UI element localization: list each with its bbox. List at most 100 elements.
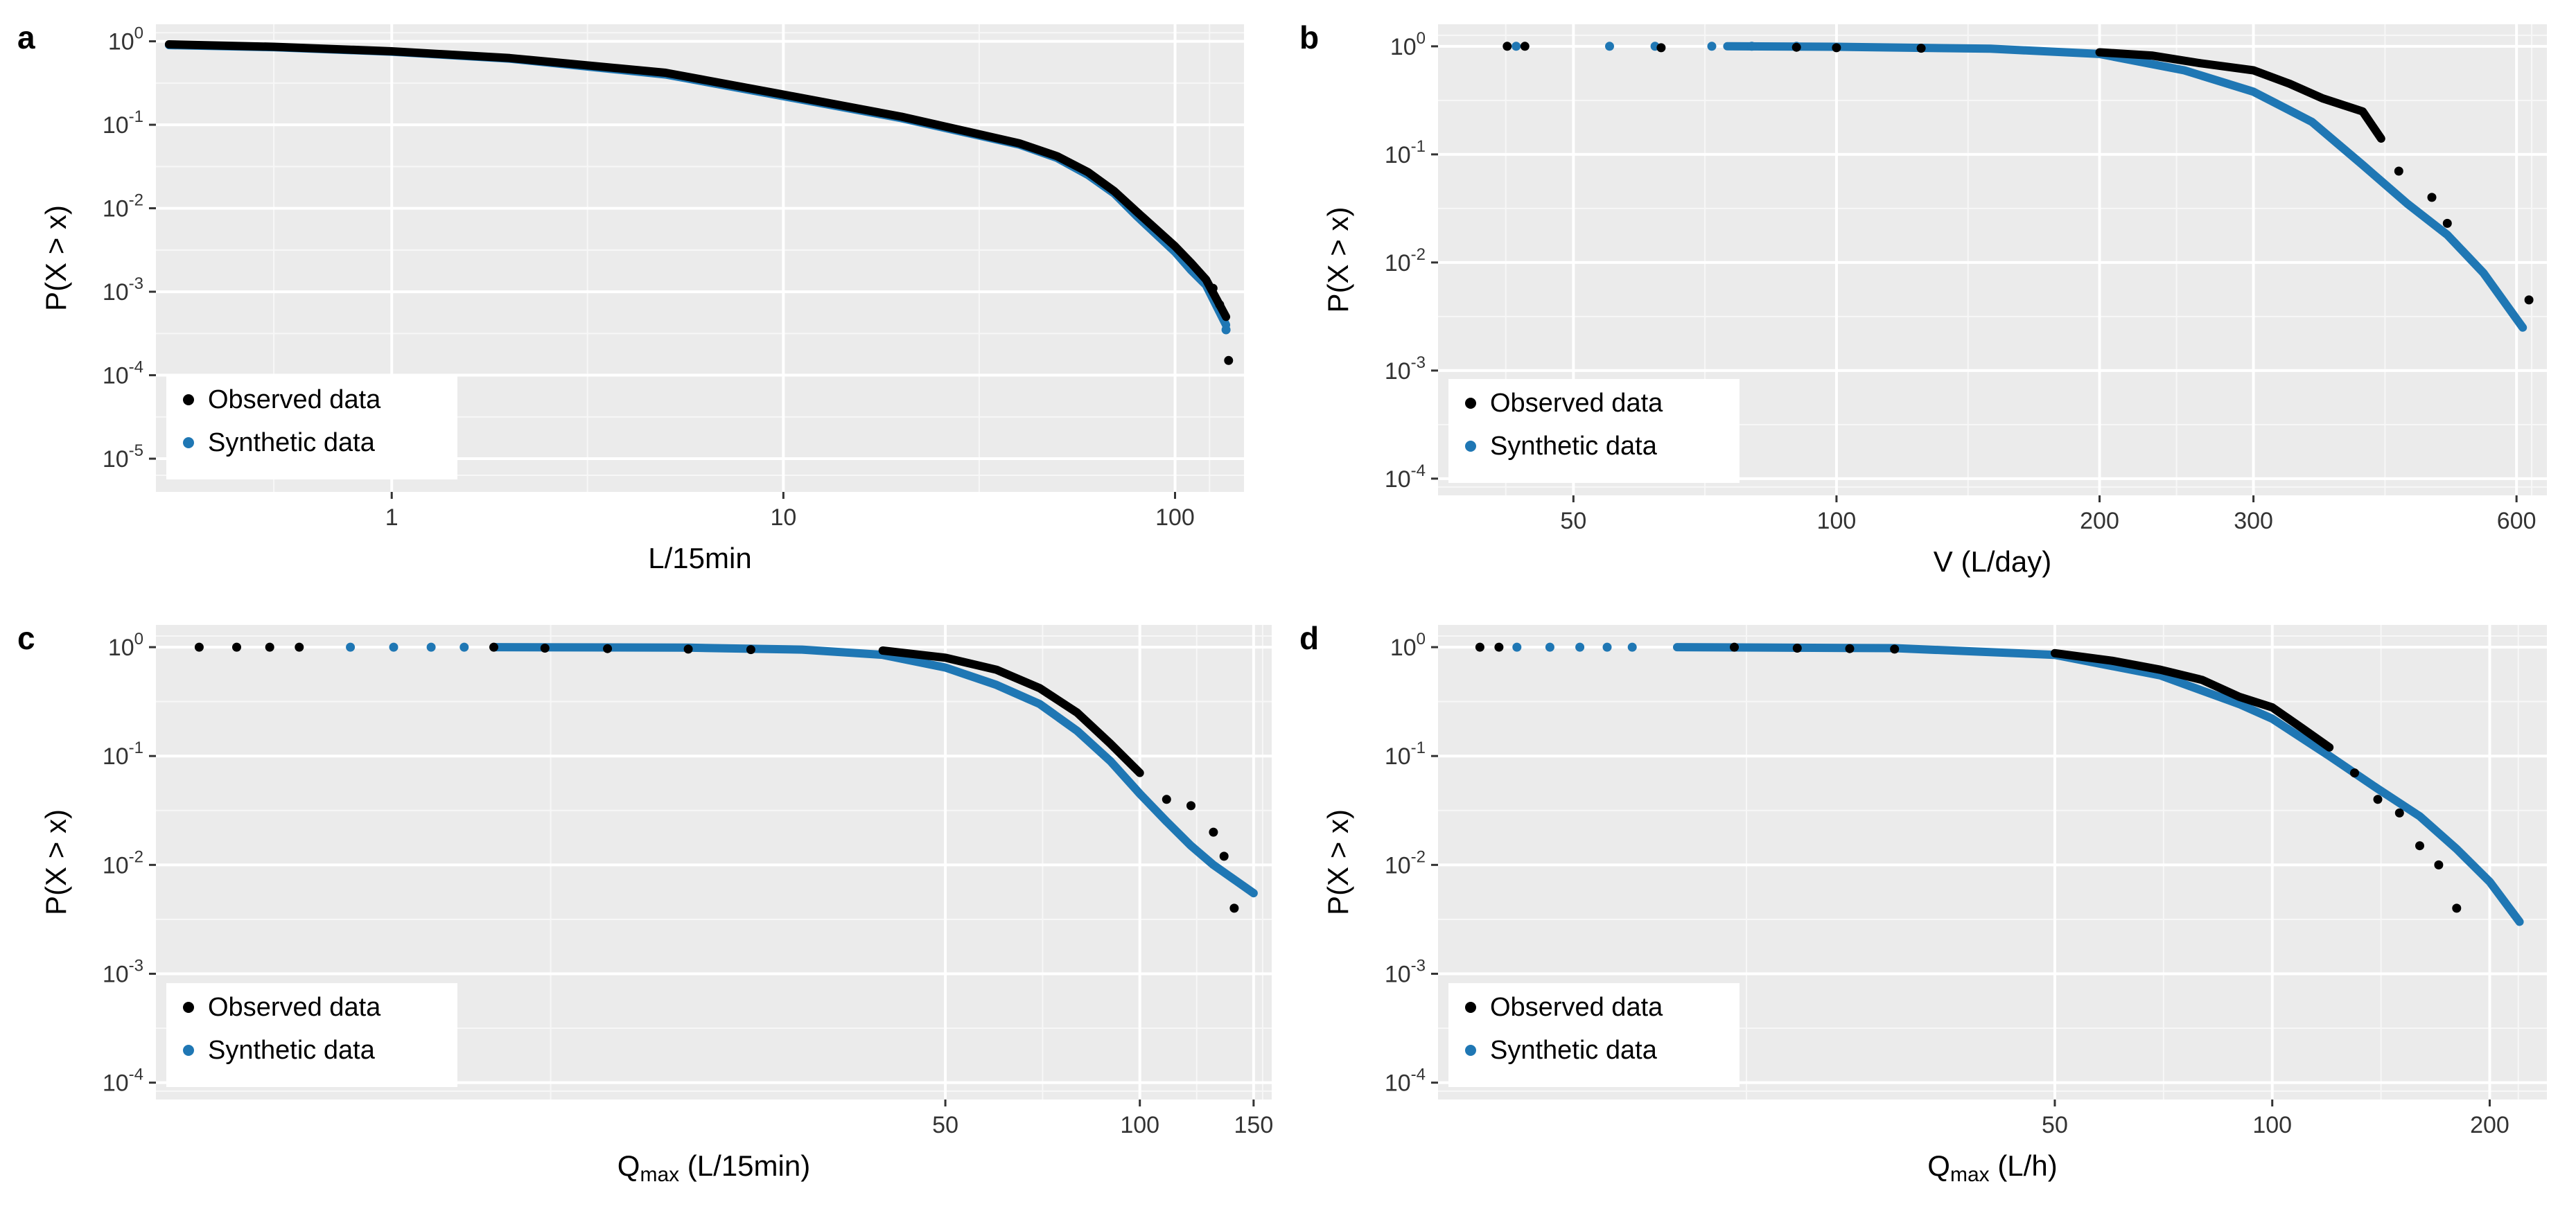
data-point	[1162, 795, 1171, 804]
legend-entry: Synthetic data	[208, 1036, 376, 1065]
y-tick-label: 10-3	[103, 957, 143, 988]
major-grid	[1438, 24, 2547, 495]
series-synthetic-data	[1512, 642, 2524, 926]
y-tick-label: 10-4	[1385, 1066, 1426, 1097]
data-point	[2524, 295, 2534, 305]
data-point	[1845, 644, 1855, 653]
data-point	[683, 644, 693, 654]
data-point	[1502, 42, 1512, 51]
data-point	[489, 642, 498, 652]
panel-b: 50 100 200 300 600 100 10-1 10-2 10-3 10-4 V (L/da…	[1299, 19, 2547, 578]
panel-label: d	[1299, 620, 1319, 656]
series-line	[2095, 48, 2385, 143]
data-point	[2394, 166, 2403, 176]
data-point	[1520, 42, 1530, 51]
x-tick-label: 100	[2252, 1112, 2292, 1138]
data-point	[1602, 642, 1612, 652]
legend-marker	[183, 1002, 194, 1013]
data-point	[2442, 218, 2452, 228]
y-axis-label: P(X > x)	[1322, 207, 1354, 313]
y-tick-label: 10-2	[103, 191, 143, 222]
panel-label: c	[17, 620, 35, 656]
data-point	[1747, 42, 1757, 51]
data-point	[2427, 193, 2437, 202]
series-line	[2051, 648, 2334, 752]
data-point	[459, 642, 469, 652]
legend-marker	[1465, 1002, 1476, 1013]
legend: Observed data Synthetic data	[1448, 983, 1740, 1087]
panel-a: 1 10 100 100 10-1 10-2 10-3 10-4 10-5 L/15min P(X …	[17, 19, 1244, 574]
series-line	[1673, 643, 2524, 926]
series-synthetic-data	[1512, 42, 2527, 332]
legend: Observed data Synthetic data	[1448, 379, 1740, 483]
y-tick-label: 10-2	[1385, 847, 1426, 879]
series-line	[878, 646, 1144, 777]
data-point	[265, 642, 274, 652]
data-point	[1791, 42, 1801, 52]
data-point	[1605, 42, 1614, 51]
data-point	[1890, 644, 1900, 654]
y-tick-label: 10-1	[103, 739, 143, 770]
data-point	[1512, 642, 1522, 652]
data-point	[2373, 795, 2383, 804]
panel-label: a	[17, 19, 35, 55]
y-axis-label: P(X > x)	[40, 809, 72, 915]
x-tick-label: 200	[2080, 508, 2119, 534]
legend: Observed data Synthetic data	[166, 376, 457, 479]
y-tick-label: 10-3	[1385, 957, 1426, 988]
x-tick-label: 100	[1155, 504, 1195, 531]
y-tick-label: 10-3	[1385, 353, 1426, 385]
axes: 50 100 200 300 600 100 10-1 10-2 10-3 10-4	[1385, 29, 2536, 534]
x-tick-label: 100	[1817, 508, 1857, 534]
axes: 50 100 150 100 10-1 10-2 10-3 10-4	[103, 630, 1273, 1138]
data-point	[1221, 325, 1231, 335]
legend-entry: Observed data	[208, 385, 381, 414]
x-tick-label: 100	[1120, 1112, 1159, 1138]
x-tick-label: 50	[932, 1112, 958, 1138]
data-point	[426, 642, 436, 652]
x-tick-label: 200	[2470, 1112, 2509, 1138]
data-point	[1209, 827, 1218, 837]
axes: 1 10 100 100 10-1 10-2 10-3 10-4 10-5	[103, 24, 1195, 531]
data-point	[603, 644, 613, 653]
legend: Observed data Synthetic data	[166, 983, 457, 1087]
data-point	[2350, 768, 2359, 778]
y-tick-label: 10-1	[1385, 137, 1426, 168]
legend-marker	[1465, 441, 1476, 452]
data-point	[1186, 801, 1195, 811]
series-line	[489, 643, 1258, 898]
data-point	[1656, 43, 1666, 53]
x-tick-label: 50	[1560, 508, 1586, 534]
legend-box	[166, 983, 457, 1087]
data-point	[232, 642, 241, 652]
y-tick-label: 100	[1390, 630, 1426, 661]
y-tick-label: 10-2	[1385, 245, 1426, 276]
series-synthetic-data	[346, 642, 1258, 898]
panel-label: b	[1299, 19, 1319, 55]
x-axis-label: Qmax (L/15min)	[617, 1149, 810, 1186]
series-observed-data	[164, 40, 1234, 365]
x-tick-label: 50	[2042, 1112, 2068, 1138]
legend-entry: Observed data	[1490, 389, 1663, 418]
data-point	[540, 644, 550, 653]
y-tick-label: 10-1	[103, 107, 143, 139]
data-point	[1730, 642, 1739, 652]
x-tick-label: 10	[770, 504, 796, 531]
legend-entry: Synthetic data	[1490, 432, 1658, 461]
y-tick-label: 100	[108, 24, 143, 55]
data-point	[1494, 642, 1504, 652]
y-tick-label: 10-3	[103, 274, 143, 306]
data-point	[1792, 644, 1802, 653]
series-line	[1723, 42, 2527, 332]
y-tick-label: 100	[108, 630, 143, 661]
data-point	[746, 645, 755, 655]
x-tick-label: 300	[2234, 508, 2273, 534]
legend-box	[166, 376, 457, 479]
legend-entry: Observed data	[1490, 993, 1663, 1022]
y-tick-label: 10-5	[103, 441, 143, 473]
data-point	[2434, 860, 2444, 870]
series-observed-data	[1475, 642, 2462, 913]
y-tick-label: 10-4	[1385, 461, 1426, 493]
legend-marker	[183, 1045, 194, 1056]
legend-marker	[183, 394, 194, 405]
